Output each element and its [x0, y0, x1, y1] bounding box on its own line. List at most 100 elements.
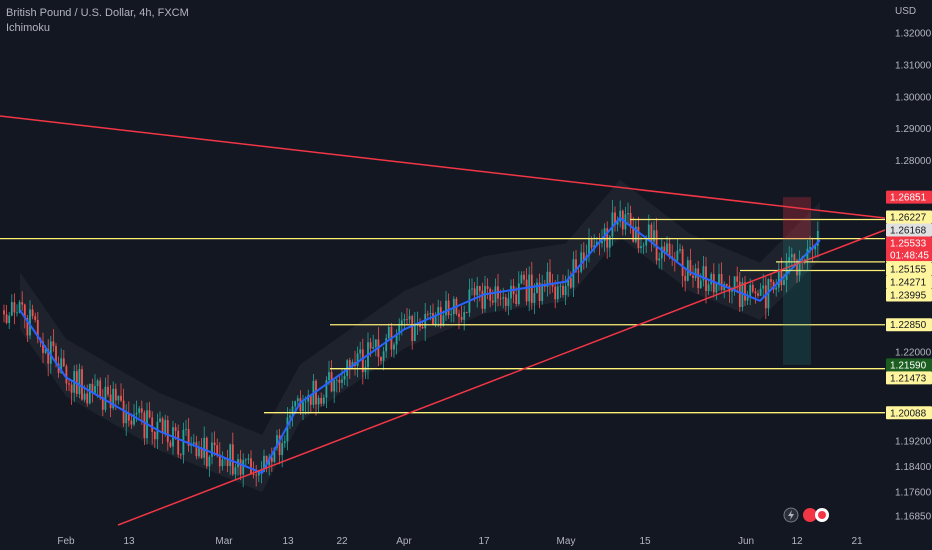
candle-body — [47, 349, 50, 364]
candle-body — [187, 429, 190, 446]
candle-body — [489, 288, 492, 301]
candle-body — [244, 459, 247, 461]
candle-body — [117, 395, 120, 401]
candle-body — [317, 397, 320, 405]
candle-body — [205, 437, 208, 467]
candle-body — [676, 250, 679, 261]
candle-body — [556, 286, 559, 300]
candle-body — [96, 380, 99, 387]
candle-body — [265, 455, 268, 466]
candle-body — [359, 349, 362, 354]
candle-body — [91, 383, 94, 393]
candle-body — [491, 300, 494, 303]
candle-body — [507, 298, 510, 306]
price-label: 1.26168 — [886, 223, 932, 237]
price-tick-label: 1.19200 — [895, 437, 932, 448]
candle-body — [130, 420, 133, 425]
time-tick-label: 13 — [282, 536, 294, 547]
position-target-zone[interactable] — [783, 239, 811, 365]
descending-trendline[interactable] — [0, 115, 886, 219]
price-label-text: 1.26168 — [890, 226, 927, 237]
candle-body — [200, 448, 203, 458]
candle-body — [122, 400, 125, 424]
candle-body — [702, 266, 705, 281]
symbol-title[interactable]: British Pound / U.S. Dollar, 4h, FXCM — [6, 7, 189, 19]
candle-body — [741, 282, 744, 307]
ascending-trendline[interactable] — [117, 229, 886, 526]
position-stop-zone[interactable] — [783, 197, 811, 240]
candle-body — [567, 278, 570, 287]
candle-body — [796, 260, 798, 276]
candle-body — [517, 283, 520, 305]
candle-body — [762, 285, 765, 289]
candle-body — [684, 275, 687, 281]
candle-body — [322, 397, 325, 404]
candle-body — [476, 286, 479, 296]
candle-body — [94, 386, 96, 393]
candle-body — [286, 417, 289, 442]
time-tick-label: 15 — [639, 536, 651, 547]
candle-body — [198, 448, 200, 457]
price-label: 1.26851 — [886, 190, 932, 204]
candle-body — [575, 259, 577, 272]
candle-body — [692, 275, 694, 278]
candle-body — [195, 442, 198, 457]
time-tick-label: 13 — [123, 536, 135, 547]
candle-body — [785, 262, 788, 280]
candle-body — [263, 455, 265, 472]
candle-body — [99, 380, 102, 398]
candle-body — [395, 334, 398, 345]
axis-currency: USD — [895, 6, 916, 17]
candle-body — [564, 286, 567, 296]
price-label: 1.26227 — [886, 210, 932, 224]
price-label-text: 1.26851 — [890, 193, 927, 204]
candle-body — [351, 362, 354, 367]
candle-body — [473, 288, 476, 296]
candle-body — [101, 397, 104, 410]
price-tick-label: 1.30000 — [895, 92, 932, 103]
candle-body — [70, 384, 73, 393]
price-tick-label: 1.17600 — [895, 488, 932, 499]
candle-body — [52, 341, 55, 347]
candle-body — [81, 369, 83, 400]
candle-body — [159, 418, 161, 422]
candle-body — [333, 380, 336, 392]
candle-body — [770, 279, 772, 282]
candle-body — [668, 243, 671, 257]
candle-body — [809, 247, 811, 249]
candle-body — [304, 401, 307, 403]
candle-body — [10, 302, 13, 316]
indicator-name[interactable]: Ichimoku — [6, 22, 51, 34]
lightning-icon[interactable] — [783, 507, 799, 523]
candle-body — [549, 271, 551, 283]
candle-body — [276, 435, 278, 448]
candle-body — [21, 302, 24, 305]
candle-body — [203, 437, 206, 458]
price-label: 1.21590 — [886, 358, 932, 372]
candle-body — [341, 379, 343, 383]
candle-body — [718, 274, 720, 284]
candle-body — [114, 388, 117, 401]
candle-body — [632, 227, 635, 242]
price-label: 1.22850 — [886, 318, 932, 332]
candle-body — [44, 349, 47, 353]
candle-body — [614, 212, 616, 225]
price-label-text: 1.22850 — [890, 320, 927, 331]
time-axis[interactable] — [0, 528, 885, 550]
candle-body — [744, 282, 746, 301]
candle-body — [499, 298, 502, 300]
candle-body — [320, 397, 323, 404]
time-tick-label: 21 — [851, 536, 863, 547]
candle-body — [486, 286, 489, 289]
candle-body — [291, 406, 294, 416]
candle-body — [257, 471, 260, 476]
candle-body — [751, 284, 754, 292]
candle-body — [164, 420, 167, 434]
candle-body — [504, 297, 507, 306]
candle-body — [361, 349, 364, 373]
flag-icons[interactable] — [803, 508, 829, 522]
candle-body — [255, 474, 258, 476]
candle-body — [153, 431, 156, 440]
candle-body — [642, 245, 645, 247]
